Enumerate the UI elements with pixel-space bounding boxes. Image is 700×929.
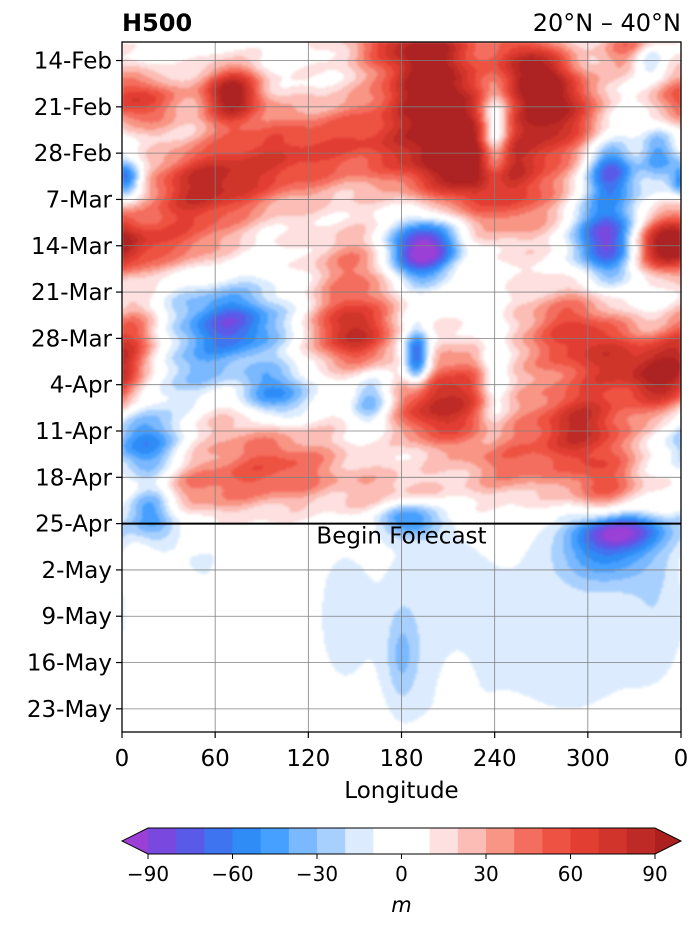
y-tick-label: 23-May bbox=[27, 697, 112, 723]
colorbar: −90 −60 −30 0 30 60 90 bbox=[120, 827, 683, 886]
y-axis: 14-Feb 21-Feb 28-Feb 7-Mar 14-Mar 21-Mar 28-Ma… bbox=[27, 49, 122, 723]
colorbar-segment bbox=[232, 828, 262, 854]
plot-area: Begin Forecast bbox=[121, 41, 682, 733]
colorbar-segment bbox=[514, 828, 543, 854]
colorbar-segment bbox=[598, 828, 628, 854]
x-tick-label: 60 bbox=[201, 746, 230, 772]
colorbar-tick-label: −90 bbox=[127, 862, 169, 886]
y-tick-label: 21-Feb bbox=[34, 95, 112, 121]
x-tick-label: 0 bbox=[674, 746, 689, 772]
colorbar-segment bbox=[570, 828, 600, 854]
x-tick-label: 0 bbox=[115, 746, 130, 772]
colorbar-segment bbox=[429, 828, 459, 854]
colorbar-extend-high bbox=[655, 828, 681, 854]
colorbar-segment bbox=[148, 828, 177, 854]
colorbar-tick-label: 90 bbox=[642, 862, 667, 886]
colorbar-segment bbox=[260, 828, 290, 854]
colorbar-segment bbox=[373, 828, 431, 854]
colorbar-extend-low bbox=[122, 828, 148, 854]
x-tick-label: 180 bbox=[380, 746, 424, 772]
x-tick-label: 120 bbox=[286, 746, 330, 772]
y-tick-label: 11-Apr bbox=[35, 419, 112, 445]
colorbar-segment bbox=[457, 828, 487, 854]
y-tick-label: 25-Apr bbox=[35, 512, 112, 538]
y-tick-label: 14-Mar bbox=[31, 234, 113, 260]
x-tick-label: 300 bbox=[566, 746, 610, 772]
chart-title-right: 20°N – 40°N bbox=[533, 9, 681, 37]
colorbar-segment bbox=[486, 828, 515, 854]
colorbar-segment bbox=[542, 828, 571, 854]
x-axis-label: Longitude bbox=[344, 778, 458, 804]
y-tick-label: 21-Mar bbox=[31, 280, 113, 306]
y-tick-label: 9-May bbox=[42, 604, 112, 630]
y-tick-label: 16-May bbox=[27, 651, 112, 677]
chart-title-left: H500 bbox=[122, 9, 192, 37]
y-tick-label: 2-May bbox=[42, 558, 112, 584]
colorbar-tick-label: −30 bbox=[296, 862, 338, 886]
colorbar-segment bbox=[288, 828, 318, 854]
colorbar-segment bbox=[317, 828, 346, 854]
colorbar-segment bbox=[345, 828, 374, 854]
y-tick-label: 28-Feb bbox=[34, 141, 112, 167]
colorbar-segment bbox=[204, 828, 233, 854]
forecast-annotation: Begin Forecast bbox=[316, 524, 486, 550]
y-tick-label: 14-Feb bbox=[34, 49, 112, 75]
colorbar-label: m bbox=[391, 893, 411, 917]
colorbar-tick-label: −60 bbox=[211, 862, 253, 886]
colorbar-tick-label: 60 bbox=[558, 862, 583, 886]
x-tick-label: 240 bbox=[473, 746, 517, 772]
colorbar-segment bbox=[176, 828, 205, 854]
colorbar-segment bbox=[626, 828, 656, 854]
y-tick-label: 7-Mar bbox=[46, 187, 113, 213]
x-axis: 0 60 120 180 240 300 0 bbox=[115, 732, 689, 772]
colorbar-tick-label: 0 bbox=[395, 862, 408, 886]
y-tick-label: 28-Mar bbox=[31, 326, 113, 352]
y-tick-label: 18-Apr bbox=[35, 465, 112, 491]
y-tick-label: 4-Apr bbox=[50, 373, 113, 399]
colorbar-tick-label: 30 bbox=[473, 862, 498, 886]
